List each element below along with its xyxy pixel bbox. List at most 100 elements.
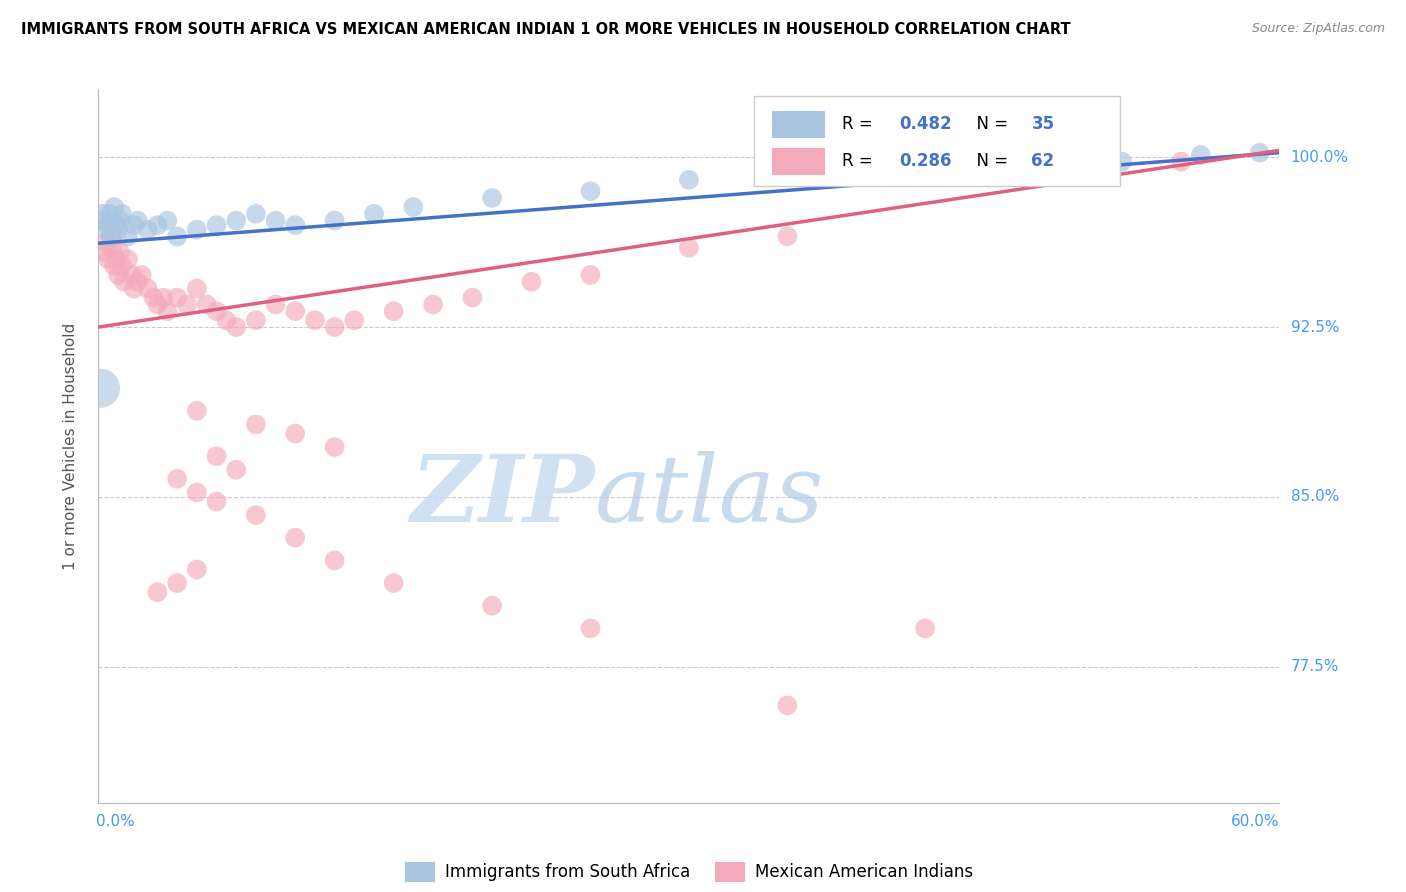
Point bbox=[304, 313, 326, 327]
Point bbox=[93, 213, 115, 227]
Text: 0.482: 0.482 bbox=[900, 115, 952, 133]
Text: ZIP: ZIP bbox=[411, 451, 595, 541]
Point bbox=[152, 291, 174, 305]
Point bbox=[97, 218, 120, 232]
Point bbox=[121, 268, 143, 282]
Point bbox=[422, 297, 444, 311]
Point bbox=[284, 531, 307, 545]
Point bbox=[111, 207, 134, 221]
Point bbox=[103, 200, 125, 214]
Point bbox=[520, 275, 543, 289]
Point bbox=[402, 200, 425, 214]
Text: 62: 62 bbox=[1032, 153, 1054, 170]
Point bbox=[156, 213, 179, 227]
Point bbox=[112, 275, 135, 289]
Point bbox=[481, 191, 503, 205]
Point bbox=[264, 213, 287, 227]
Point bbox=[136, 222, 159, 236]
Point bbox=[186, 281, 208, 295]
Point bbox=[105, 252, 128, 266]
Point bbox=[103, 259, 125, 273]
Text: atlas: atlas bbox=[595, 451, 824, 541]
Point bbox=[323, 440, 346, 454]
Point bbox=[245, 207, 267, 221]
Point bbox=[127, 275, 149, 289]
Point bbox=[97, 252, 120, 266]
Point bbox=[107, 222, 129, 236]
Point bbox=[131, 268, 153, 282]
Point bbox=[146, 218, 169, 232]
Point bbox=[195, 297, 218, 311]
Text: Source: ZipAtlas.com: Source: ZipAtlas.com bbox=[1251, 22, 1385, 36]
Point bbox=[284, 304, 307, 318]
Point bbox=[363, 207, 385, 221]
Point bbox=[127, 213, 149, 227]
Point bbox=[284, 426, 307, 441]
Text: 85.0%: 85.0% bbox=[1291, 490, 1339, 505]
Point bbox=[382, 576, 405, 591]
Point bbox=[1249, 145, 1271, 160]
Point bbox=[98, 229, 121, 244]
Text: N =: N = bbox=[966, 115, 1014, 133]
Point bbox=[264, 297, 287, 311]
Point bbox=[245, 313, 267, 327]
Point bbox=[89, 381, 111, 395]
Point bbox=[461, 291, 484, 305]
Point bbox=[678, 173, 700, 187]
Point bbox=[166, 472, 188, 486]
Point bbox=[225, 320, 247, 334]
Point bbox=[117, 252, 139, 266]
Point bbox=[96, 222, 118, 236]
Point bbox=[343, 313, 366, 327]
Point bbox=[245, 417, 267, 432]
Text: R =: R = bbox=[842, 153, 879, 170]
Point bbox=[98, 207, 121, 221]
Point bbox=[107, 268, 129, 282]
Point bbox=[166, 291, 188, 305]
Point bbox=[176, 297, 198, 311]
Point bbox=[579, 184, 602, 198]
Point bbox=[108, 245, 131, 260]
Point bbox=[136, 281, 159, 295]
Point bbox=[122, 281, 145, 295]
FancyBboxPatch shape bbox=[772, 148, 825, 175]
Point bbox=[382, 304, 405, 318]
Text: 92.5%: 92.5% bbox=[1291, 319, 1339, 334]
Point bbox=[205, 449, 228, 463]
Point bbox=[323, 553, 346, 567]
Text: 0.0%: 0.0% bbox=[97, 814, 135, 830]
Point bbox=[678, 241, 700, 255]
Point bbox=[284, 218, 307, 232]
Point bbox=[225, 463, 247, 477]
FancyBboxPatch shape bbox=[772, 111, 825, 137]
Point bbox=[215, 313, 238, 327]
Text: 60.0%: 60.0% bbox=[1232, 814, 1279, 830]
Text: N =: N = bbox=[966, 153, 1014, 170]
Point bbox=[108, 213, 131, 227]
Point bbox=[776, 698, 799, 713]
Point bbox=[186, 485, 208, 500]
Point bbox=[579, 268, 602, 282]
Point bbox=[146, 297, 169, 311]
Text: 35: 35 bbox=[1032, 115, 1054, 133]
Point bbox=[122, 218, 145, 232]
FancyBboxPatch shape bbox=[754, 96, 1121, 186]
Point bbox=[146, 585, 169, 599]
Point bbox=[579, 621, 602, 635]
Point bbox=[186, 222, 208, 236]
Point bbox=[186, 562, 208, 576]
Point bbox=[973, 159, 995, 173]
Point bbox=[205, 218, 228, 232]
Point bbox=[101, 241, 124, 255]
Point bbox=[776, 229, 799, 244]
Point bbox=[1170, 154, 1192, 169]
Point bbox=[166, 576, 188, 591]
Point bbox=[105, 218, 128, 232]
Point bbox=[101, 229, 124, 244]
Text: 77.5%: 77.5% bbox=[1291, 659, 1339, 674]
Point bbox=[835, 166, 858, 180]
Legend: Immigrants from South Africa, Mexican American Indians: Immigrants from South Africa, Mexican Am… bbox=[396, 854, 981, 890]
Point bbox=[225, 213, 247, 227]
Point bbox=[1189, 148, 1212, 162]
Point bbox=[166, 229, 188, 244]
